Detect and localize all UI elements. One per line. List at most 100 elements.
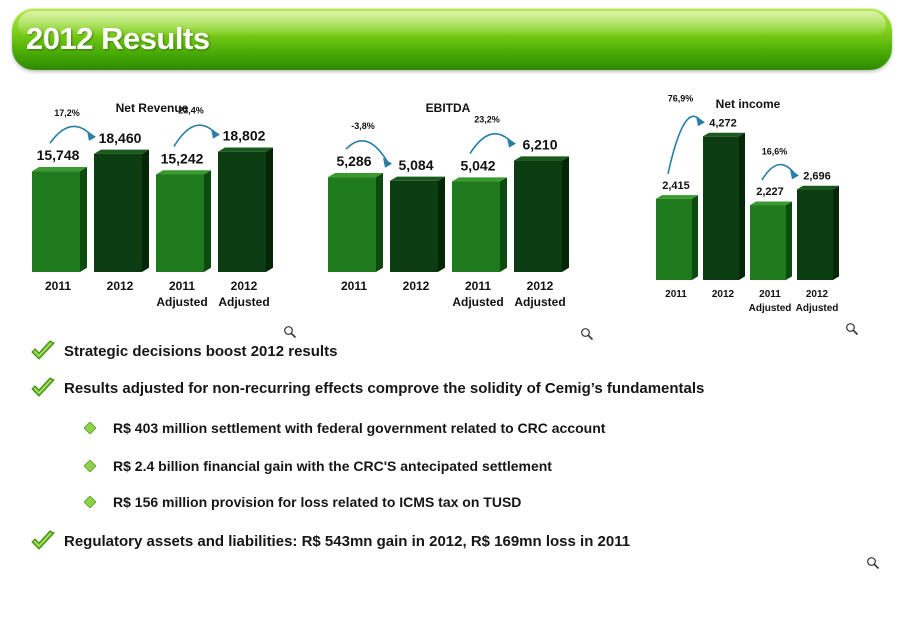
tick-label: 2012 Adjusted: [218, 279, 269, 309]
bullet-text: Strategic decisions boost 2012 results: [64, 342, 338, 360]
bar-side: [833, 185, 839, 280]
tick-label: 2011 Adjusted: [749, 289, 792, 314]
ebitda-chart: EBITDA 5,286 2011 5,084 2012 5,042 2011 Adjuste…: [328, 101, 569, 309]
bar-side: [438, 176, 445, 272]
sub-bullet-text: R$ 2.4 billion financial gain with the C…: [113, 458, 552, 474]
data-label: 18,802: [223, 128, 266, 144]
bar: [656, 198, 692, 280]
growth-arrowhead: [211, 128, 220, 139]
tick-label: 2012 Adjusted: [514, 279, 565, 309]
diamond-bullet-icon: [84, 460, 96, 472]
sub-bullet-item: R$ 2.4 billion financial gain with the C…: [84, 457, 552, 475]
tick-label: 2011 Adjusted: [452, 279, 503, 309]
zoom-icon[interactable]: [845, 322, 859, 336]
net-income-chart: Net income 2,415 2011 4,272 2012 2,227 2011 Adj…: [656, 93, 839, 314]
bar-top: [156, 170, 211, 175]
growth-label: 16,6%: [762, 146, 788, 156]
bar-top: [514, 156, 569, 161]
tick-label: 2011 Adjusted: [156, 279, 207, 309]
growth-arrow: [761, 163, 796, 181]
bar-top: [94, 149, 149, 154]
bar-side: [204, 170, 211, 272]
bar-side: [266, 147, 273, 272]
check-icon: [31, 377, 55, 397]
check-icon: [31, 530, 55, 550]
diamond-bullet-icon: [84, 496, 96, 508]
bar-top: [750, 201, 792, 206]
data-label: 2,415: [662, 180, 690, 192]
growth-arrowhead: [507, 137, 516, 148]
sub-bullet-text: R$ 403 million settlement with federal g…: [113, 420, 606, 436]
bar-side: [692, 195, 698, 280]
bar: [390, 180, 438, 272]
tick-label: 2012: [712, 289, 735, 300]
bullet-item: Strategic decisions boost 2012 results: [30, 340, 337, 362]
zoom-icon[interactable]: [866, 556, 880, 570]
bar: [156, 174, 204, 272]
bar: [514, 160, 562, 272]
growth-arrow: [173, 124, 217, 147]
tick-label: 2012: [403, 279, 430, 293]
bar-top: [656, 195, 698, 199]
bar-top: [797, 185, 839, 190]
bar: [94, 153, 142, 272]
growth-arrow: [49, 125, 93, 144]
growth-label: 23,2%: [474, 115, 500, 125]
bullet-text: Regulatory assets and liabilities: R$ 54…: [64, 532, 631, 550]
bar: [703, 136, 739, 280]
bar: [750, 205, 786, 280]
tick-label: 2011: [665, 289, 687, 300]
growth-arrow: [469, 133, 513, 154]
bar: [328, 177, 376, 272]
bar: [452, 181, 500, 272]
data-label: 18,460: [99, 130, 142, 146]
bar-side: [142, 149, 149, 272]
banner-gloss: [18, 11, 886, 35]
bullet-text: Results adjusted for non-recurring effec…: [64, 379, 705, 397]
data-label: 6,210: [522, 137, 557, 153]
chart-title: Net Revenue: [116, 101, 189, 115]
growth-label: 17,2%: [54, 108, 80, 118]
bar-top: [218, 147, 273, 152]
growth-arrowhead: [696, 116, 705, 127]
bar: [797, 189, 833, 280]
bar-top: [328, 172, 383, 178]
net-revenue-chart: Net Revenue 15,748 2011 18,460 2012 15,242 201…: [32, 101, 273, 309]
chart-title: EBITDA: [426, 101, 471, 115]
bar-side: [562, 156, 569, 272]
data-label: 5,084: [398, 157, 433, 173]
data-label: 4,272: [709, 117, 737, 129]
bullet-item: Results adjusted for non-recurring effec…: [30, 377, 704, 399]
bar-top: [703, 132, 745, 137]
bar: [218, 151, 266, 272]
growth-arrowhead: [87, 130, 96, 141]
growth-label: 76,9%: [668, 93, 694, 103]
sub-bullet-item: R$ 156 million provision for loss relate…: [84, 493, 521, 511]
data-label: 2,227: [756, 186, 784, 198]
bar-side: [786, 201, 792, 280]
bar-top: [390, 176, 445, 181]
bullet-item: Regulatory assets and liabilities: R$ 54…: [30, 530, 630, 552]
bar-side: [739, 132, 745, 280]
data-label: 5,286: [336, 153, 371, 169]
bar-side: [500, 177, 507, 272]
growth-arrow: [667, 115, 702, 174]
zoom-icon[interactable]: [580, 327, 594, 341]
diamond-bullet-icon: [84, 422, 96, 434]
tick-label: 2012 Adjusted: [796, 289, 839, 314]
growth-arrowhead: [790, 169, 799, 180]
tick-label: 2011: [341, 279, 367, 293]
growth-arrow: [345, 139, 389, 164]
bar-top: [452, 177, 507, 182]
sub-bullet-text: R$ 156 million provision for loss relate…: [113, 494, 522, 510]
page-title: 2012 Results: [26, 21, 210, 56]
bar: [32, 171, 80, 272]
sub-bullet-item: R$ 403 million settlement with federal g…: [84, 419, 605, 437]
tick-label: 2012: [107, 279, 134, 293]
bar-top: [32, 167, 87, 172]
check-icon: [31, 340, 55, 360]
title-banner: 2012 Results: [12, 8, 892, 70]
zoom-icon[interactable]: [283, 325, 297, 339]
data-label: 15,748: [37, 147, 80, 163]
data-label: 15,242: [161, 150, 204, 166]
